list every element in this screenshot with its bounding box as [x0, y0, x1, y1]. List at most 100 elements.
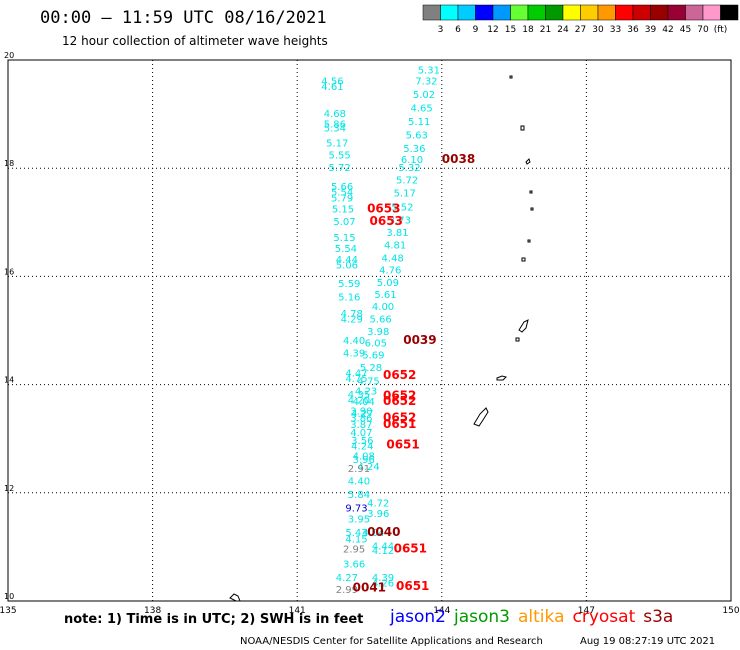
wave-height-label: 5.17	[326, 139, 348, 150]
wave-height-label: 3.98	[367, 327, 389, 338]
colorbar-swatch	[632, 4, 651, 21]
colorbar-label: 3	[438, 25, 444, 35]
satellite-name: jason3	[454, 607, 510, 627]
wave-height-label: 4.15	[345, 535, 367, 546]
colorbar-swatch	[562, 4, 581, 21]
colorbar-label: 42	[662, 25, 673, 35]
wave-height-label: 3.66	[343, 559, 365, 570]
wave-height-label: 5.66	[331, 182, 353, 193]
wave-height-label: 4.48	[382, 253, 404, 264]
wave-height-label: 4.47	[345, 368, 367, 379]
pass-time-label: 0041	[353, 580, 386, 594]
colorbar-label: 27	[575, 25, 586, 35]
wave-height-label: 4.24	[351, 442, 373, 453]
x-tick-label: 147	[578, 606, 595, 616]
wave-height-label: 4.20	[348, 396, 370, 407]
colorbar-swatch	[510, 4, 529, 21]
wave-height-label: 5.72	[329, 163, 351, 174]
wave-height-label: 4.72	[367, 498, 389, 509]
colorbar-label: 9	[473, 25, 479, 35]
island-outline	[229, 593, 241, 602]
wave-height-label: 2.91	[348, 464, 370, 475]
wave-height-label: 3.81	[386, 228, 408, 239]
pass-time-label: 0039	[403, 333, 436, 347]
wave-height-label: 4.75	[357, 377, 379, 388]
pass-time-label: 0651	[396, 579, 429, 593]
colorbar-swatch	[527, 4, 546, 21]
footer-credit: NOAA/NESDIS Center for Satellite Applica…	[240, 636, 543, 647]
plot-frame	[7, 59, 732, 602]
wave-height-label: 5.63	[406, 130, 428, 141]
colorbar-swatch	[422, 4, 441, 21]
wave-height-label: 5.07	[333, 217, 355, 228]
wave-height-label: 4.61	[321, 82, 343, 93]
wave-height-label: 3.96	[353, 455, 375, 466]
wave-height-label: 4.04	[353, 397, 375, 408]
wave-height-label: 5.72	[396, 175, 418, 186]
colorbar-label: 21	[540, 25, 551, 35]
y-tick-label: 14	[4, 376, 14, 385]
pass-time-label: 0652	[383, 394, 416, 408]
satellite-name: altika	[518, 607, 565, 627]
colorbar-label: 18	[522, 25, 534, 35]
colorbar-swatch	[650, 4, 669, 21]
wave-height-label: 3.86	[350, 413, 372, 424]
wave-height-label: 5.66	[370, 314, 392, 325]
colorbar-label: 24	[557, 25, 569, 35]
colorbar-swatch	[720, 4, 739, 21]
y-tick-label: 18	[4, 159, 14, 168]
pass-time-label: 0652	[383, 410, 416, 424]
wave-height-label: 5.54	[331, 187, 353, 198]
x-tick-label: 144	[433, 606, 450, 616]
wave-height-label: 3.73	[389, 215, 411, 226]
colorbar-swatch	[545, 4, 564, 21]
wave-height-label: 5.36	[403, 144, 425, 155]
wave-height-label: 5.79	[331, 194, 353, 205]
wave-height-label: 2.95	[343, 544, 365, 555]
wave-height-label: 5.86	[324, 120, 346, 131]
colorbar-swatch	[440, 4, 459, 21]
wave-height-label: 4.65	[410, 103, 432, 114]
colorbar-swatch	[685, 4, 704, 21]
wave-height-label: 5.84	[348, 490, 370, 501]
wave-height-label: 4.12	[372, 546, 394, 557]
island-outline	[473, 407, 489, 427]
colorbar-label: 70	[697, 25, 709, 35]
satellite-name: jason2	[390, 607, 446, 627]
wave-height-label: 4.44	[372, 542, 394, 553]
island-outline	[527, 239, 531, 243]
wave-height-label: 4.08	[353, 451, 375, 462]
pass-time-label: 0651	[383, 417, 416, 431]
wave-height-label: 4.56	[321, 76, 343, 87]
island-outline	[515, 337, 520, 342]
wave-height-label: 4.68	[324, 109, 346, 120]
x-tick-label: 150	[722, 606, 739, 616]
wave-height-label: 4.35	[348, 390, 370, 401]
note-text: note: 1) Time is in UTC; 2) SWH is in fe…	[64, 612, 364, 627]
pass-time-label: 0651	[386, 437, 419, 451]
colorbar-swatch	[580, 4, 599, 21]
wave-height-label: 4.24	[357, 462, 379, 473]
wave-height-label: 3.95	[348, 515, 370, 526]
wave-height-label: 5.02	[413, 90, 435, 101]
wave-height-label: 4.27	[351, 409, 373, 420]
wave-height-label: 4.07	[350, 428, 372, 439]
y-tick-label: 12	[4, 484, 14, 493]
pass-time-label: 0653	[367, 202, 400, 216]
colorbar-label: (ft)	[714, 25, 728, 35]
wave-height-label: 4.39	[343, 348, 365, 359]
island-outline	[518, 319, 529, 333]
satellite-name: cryosat	[572, 607, 636, 627]
island-outline	[496, 375, 507, 381]
colorbar: 3 6 9 12 15 18 21 24 27 30 33 36 39 42 45 70 (ft)	[422, 4, 739, 35]
wave-height-label: 4.40	[348, 477, 370, 488]
wave-height-label: 5.61	[374, 290, 396, 301]
wave-height-label: 4.81	[384, 240, 406, 251]
island-outline	[509, 75, 513, 79]
chart-title: 00:00 – 11:59 UTC 08/16/2021	[40, 8, 327, 28]
wave-height-label: 4.44	[336, 255, 358, 266]
wave-height-label: 9.73	[345, 504, 367, 515]
y-tick-label: 10	[4, 592, 14, 601]
wave-height-label: 4.26	[372, 578, 394, 589]
